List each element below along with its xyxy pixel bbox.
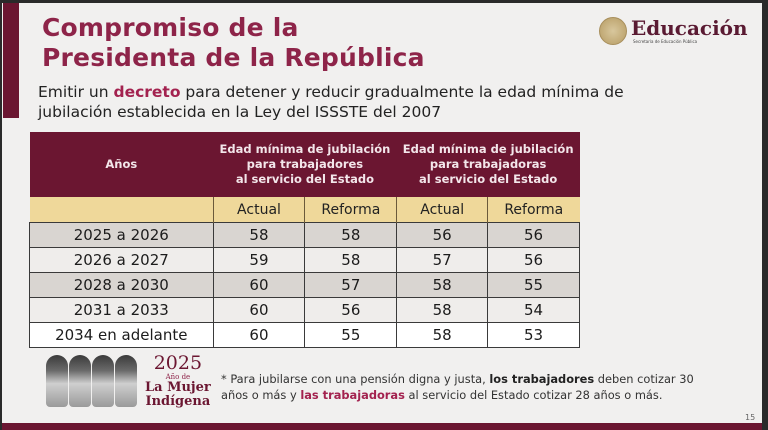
table-row: 2025 a 2026 58 58 56 56 [29, 222, 580, 248]
footnote-bold-trabajadores: los trabajadores [489, 372, 595, 386]
cell-f-actual: 58 [396, 272, 489, 298]
slide: Compromiso de la Presidenta de la Repúbl… [2, 3, 762, 423]
cell-m-reforma: 57 [304, 272, 398, 298]
cell-years: 2025 a 2026 [29, 222, 214, 248]
cell-f-actual: 58 [396, 297, 489, 323]
page-number: 15 [745, 413, 756, 422]
badge-line2: La Mujer [145, 380, 211, 395]
woman-figure-icon [92, 355, 114, 407]
table-row: 2026 a 2027 59 58 57 56 [29, 247, 580, 273]
intro-before: Emitir un [38, 83, 114, 101]
group1-line2: para trabajadores [246, 157, 364, 171]
table-row: 2031 a 2033 60 56 58 54 [29, 297, 580, 323]
header-years: Años [29, 132, 214, 197]
group2-line2: para trabajadoras [429, 157, 547, 171]
footnote-part2: deben cotizar 30 años o más y [221, 372, 694, 402]
page-title: Compromiso de la Presidenta de la Repúbl… [42, 13, 425, 73]
intro-text: Emitir un decreto para detener y reducir… [38, 82, 638, 122]
subheader-reforma-f: Reforma [487, 197, 580, 223]
subheader-empty [29, 197, 214, 223]
mujer-indigena-badge: 2025 Año de La Mujer Indígena [46, 353, 211, 409]
cell-f-reforma: 56 [487, 222, 580, 248]
side-accent-bar [3, 3, 19, 118]
cell-m-actual: 58 [212, 222, 306, 248]
footnote-part3: al servicio del Estado cotizar 28 años o… [404, 388, 663, 402]
cell-f-actual: 57 [396, 247, 489, 273]
cell-years: 2028 a 2030 [29, 272, 214, 298]
national-seal-icon [599, 17, 627, 45]
retirement-age-table: Años Edad mínima de jubilación para trab… [29, 132, 580, 348]
cell-m-reforma: 56 [304, 297, 398, 323]
subheader-actual-f: Actual [396, 197, 488, 223]
cell-years: 2034 en adelante [29, 322, 214, 348]
woman-figure-icon [46, 355, 68, 407]
cell-m-actual: 60 [212, 272, 306, 298]
cell-m-reforma: 58 [304, 247, 398, 273]
intro-highlight: decreto [113, 83, 181, 101]
cell-f-actual: 56 [396, 222, 489, 248]
logo-subtitle: Secretaría de Educación Pública [633, 39, 698, 44]
cell-f-reforma: 53 [487, 322, 580, 348]
cell-m-actual: 60 [212, 322, 306, 348]
footnote-bold-trabajadoras: las trabajadoras [300, 388, 405, 402]
badge-line1: Año de [165, 373, 191, 381]
logo-name: Educación [631, 16, 748, 40]
woman-figure-icon [69, 355, 91, 407]
cell-years: 2031 a 2033 [29, 297, 214, 323]
header-group-trabajadoras: Edad mínima de jubilación para trabajado… [396, 132, 580, 197]
cell-f-reforma: 56 [487, 247, 580, 273]
cell-f-reforma: 54 [487, 297, 580, 323]
cell-years: 2026 a 2027 [29, 247, 214, 273]
cell-m-actual: 59 [212, 247, 306, 273]
table-row: 2028 a 2030 60 57 58 55 [29, 272, 580, 298]
title-line-2: Presidenta de la República [42, 43, 425, 72]
group2-line3: al servicio del Estado [419, 172, 558, 186]
intro-after: para detener y reducir gradualmente la e… [38, 83, 624, 121]
woman-figure-icon [115, 355, 137, 407]
cell-m-reforma: 55 [304, 322, 398, 348]
cell-f-actual: 58 [396, 322, 489, 348]
bottom-accent-band [2, 423, 762, 430]
cell-m-reforma: 58 [304, 222, 398, 248]
cell-f-reforma: 55 [487, 272, 580, 298]
header-group-trabajadores: Edad mínima de jubilación para trabajado… [213, 132, 397, 197]
footnote-part1: * Para jubilarse con una pensión digna y… [221, 372, 490, 386]
subheader-actual-m: Actual [212, 197, 305, 223]
table-row: 2034 en adelante 60 55 58 53 [29, 322, 580, 348]
indigenous-women-illustration [46, 355, 137, 407]
group1-line1: Edad mínima de jubilación [219, 142, 391, 156]
group1-line3: al servicio del Estado [235, 172, 375, 186]
badge-line3: Indígena [145, 394, 211, 409]
sep-logo: Educación Secretaría de Educación Públic… [599, 17, 748, 45]
cell-m-actual: 60 [212, 297, 306, 323]
subheader-reforma-m: Reforma [304, 197, 397, 223]
footnote: * Para jubilarse con una pensión digna y… [221, 371, 701, 403]
badge-year: 2025 [153, 352, 203, 374]
title-line-1: Compromiso de la [42, 13, 299, 42]
group2-line1: Edad mínima de jubilación [402, 142, 574, 156]
